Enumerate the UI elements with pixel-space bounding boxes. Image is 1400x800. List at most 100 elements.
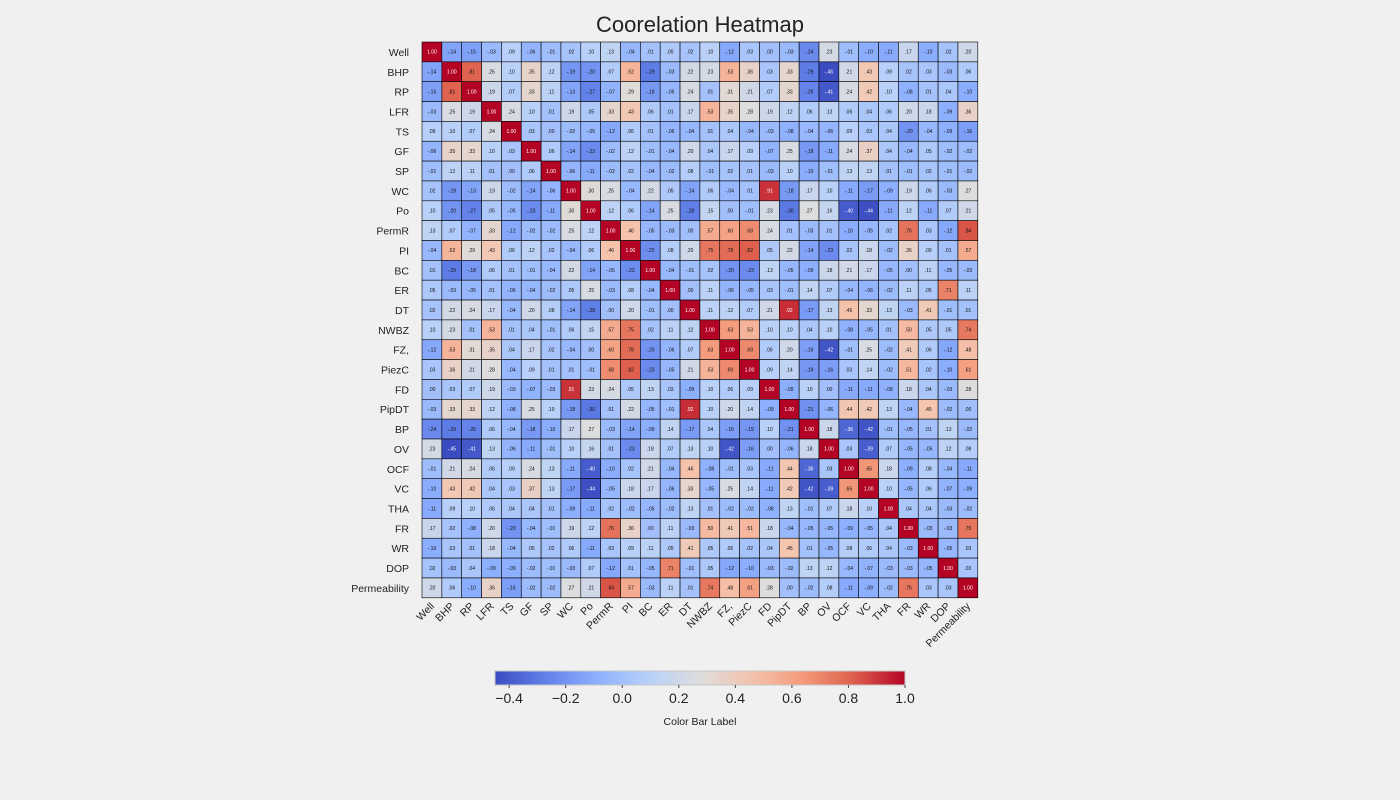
cell-value-label: -.02 <box>785 566 794 572</box>
cell-value-label: -.02 <box>547 586 556 592</box>
cell-value-label: -.05 <box>825 526 834 532</box>
cell-value-label: -.01 <box>904 169 913 175</box>
cell-value-label: -.02 <box>527 566 536 572</box>
cell-value-label: -.08 <box>844 328 853 334</box>
cell-value-label: -.39 <box>864 447 873 453</box>
cell-value-label: .01 <box>468 546 475 552</box>
cell-value-label: -.16 <box>745 447 754 453</box>
cell-value-label: .02 <box>647 328 654 334</box>
cell-value-label: -.10 <box>547 427 556 433</box>
cell-value-label: .21 <box>746 89 753 95</box>
cell-value-label: -.09 <box>487 566 496 572</box>
cell-value-label: -.03 <box>964 268 973 274</box>
cell-value-label: -.06 <box>825 129 834 135</box>
cell-value-label: -.45 <box>825 70 834 76</box>
cell-value-label: -.20 <box>507 526 516 532</box>
cell-value-label: -.04 <box>646 169 655 175</box>
cell-value-label: .13 <box>548 467 555 473</box>
cell-value-label: .17 <box>428 526 435 532</box>
cell-value-label: .10 <box>468 506 475 512</box>
cell-value-label: .10 <box>587 50 594 56</box>
cell-value-label: 1.00 <box>506 129 516 135</box>
x-tick-label: GF <box>517 600 536 619</box>
cell-value-label: .17 <box>686 109 693 115</box>
cell-value-label: -.05 <box>507 209 516 215</box>
cell-value-label: .20 <box>686 149 693 155</box>
cell-value-label: -.11 <box>845 387 853 393</box>
y-tick-label: Permeability <box>351 583 410 595</box>
cell-value-label: -.10 <box>864 50 873 56</box>
cell-value-label: -.08 <box>884 387 893 393</box>
cell-value-label: .25 <box>528 407 535 413</box>
cell-value-label: .01 <box>964 308 971 314</box>
cell-value-label: .11 <box>905 288 912 294</box>
cell-value-label: -.18 <box>567 407 576 413</box>
cell-value-label: -.14 <box>626 427 635 433</box>
cell-value-label: -.02 <box>666 169 675 175</box>
cell-value-label: -.04 <box>527 288 536 294</box>
cell-value-label: .21 <box>587 586 594 592</box>
cell-value-label: 1.00 <box>705 328 715 334</box>
cell-value-label: .00 <box>686 288 693 294</box>
cell-value-label: .92 <box>786 308 793 314</box>
cell-value-label: .16 <box>587 447 594 453</box>
x-tick-label: WC <box>555 600 576 621</box>
cell-value-label: .17 <box>567 427 574 433</box>
cell-value-label: -.06 <box>666 486 675 492</box>
cell-value-label: -.12 <box>944 347 953 353</box>
cell-value-label: .35 <box>448 149 455 155</box>
cell-value-label: .24 <box>686 89 693 95</box>
y-tick-label: WR <box>392 543 410 555</box>
cell-value-label: .20 <box>686 248 693 254</box>
cell-value-label: -.03 <box>606 427 615 433</box>
cell-value-label: .02 <box>845 248 852 254</box>
cell-value-label: -.08 <box>785 129 794 135</box>
cell-value-label: .07 <box>825 288 832 294</box>
cell-value-label: .19 <box>905 189 912 195</box>
cell-value-label: .01 <box>567 367 574 373</box>
cell-value-label: .04 <box>488 486 495 492</box>
cell-value-label: .01 <box>488 288 495 294</box>
cell-value-label: .13 <box>806 566 813 572</box>
cell-value-label: .23 <box>825 50 832 56</box>
cell-value-label: -.06 <box>825 407 834 413</box>
cell-value-label: -.01 <box>586 367 595 373</box>
cell-value-label: .36 <box>964 109 971 115</box>
cell-value-label: .07 <box>468 387 475 393</box>
cell-value-label: -.04 <box>844 566 853 572</box>
cell-value-label: -.02 <box>567 129 576 135</box>
cell-value-label: -.16 <box>725 427 734 433</box>
cell-value-label: -.05 <box>706 486 715 492</box>
cell-value-label: .05 <box>587 109 594 115</box>
cell-value-label: .60 <box>607 347 614 353</box>
cell-value-label: -.04 <box>626 50 635 56</box>
cell-value-label: .01 <box>508 328 515 334</box>
cell-value-label: .69 <box>726 367 733 373</box>
cell-value-label: .51 <box>905 367 912 373</box>
cell-value-label: -.12 <box>725 566 734 572</box>
cell-value-label: .14 <box>746 407 753 413</box>
cell-value-label: .18 <box>865 248 872 254</box>
cell-value-label: .00 <box>587 347 594 353</box>
cell-value-label: 1.00 <box>606 228 616 234</box>
cell-value-label: -.02 <box>884 586 893 592</box>
cell-value-label: .28 <box>964 387 971 393</box>
cell-value-label: -.06 <box>725 288 734 294</box>
colorbar-tick-label: 0.6 <box>782 690 802 706</box>
cell-value-label: .10 <box>508 70 515 76</box>
cell-value-label: .43 <box>627 109 634 115</box>
cell-value-label: .00 <box>964 407 971 413</box>
cell-value-label: .14 <box>746 486 753 492</box>
cell-value-label: -.05 <box>944 546 953 552</box>
cell-value-label: .02 <box>726 169 733 175</box>
cell-value-label: .03 <box>825 467 832 473</box>
cell-value-label: 1.00 <box>765 387 775 393</box>
cell-value-label: -.01 <box>785 288 794 294</box>
cell-value-label: -.11 <box>587 546 595 552</box>
cell-value-label: .20 <box>905 109 912 115</box>
y-tick-label: PI <box>399 245 409 257</box>
y-tick-label: THA <box>388 503 409 515</box>
cell-value-label: -.05 <box>864 526 873 532</box>
cell-value-label: -.06 <box>547 189 556 195</box>
